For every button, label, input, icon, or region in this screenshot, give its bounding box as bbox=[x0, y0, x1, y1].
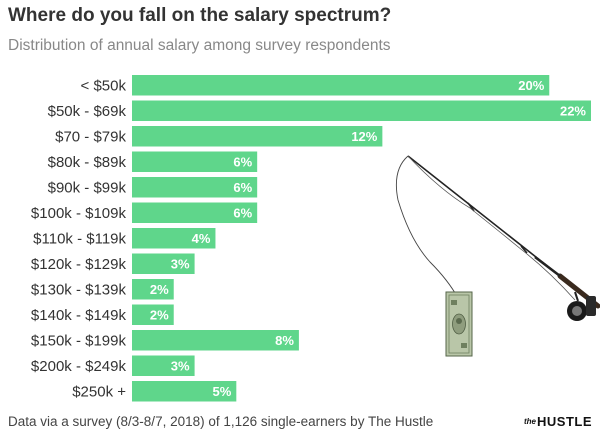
category-label: $100k - $109k bbox=[31, 205, 127, 222]
bar-value-label: 12% bbox=[351, 129, 377, 144]
bar bbox=[132, 228, 216, 249]
bar bbox=[132, 279, 174, 300]
bar bbox=[132, 202, 258, 223]
bar-value-label: 3% bbox=[171, 358, 190, 373]
category-label: $140k - $149k bbox=[31, 307, 127, 324]
brand-name: HUSTLE bbox=[537, 414, 592, 429]
bar-value-label: 22% bbox=[560, 103, 586, 118]
chart-title: Where do you fall on the salary spectrum… bbox=[8, 5, 392, 26]
bar-value-label: 20% bbox=[518, 78, 544, 93]
brand-the: the bbox=[524, 417, 536, 426]
bar bbox=[132, 330, 299, 351]
bar-value-label: 2% bbox=[150, 307, 169, 322]
category-label: $70 - $79k bbox=[55, 128, 126, 145]
category-label: $110k - $119k bbox=[33, 230, 126, 247]
bar bbox=[132, 253, 195, 274]
category-label: $80k - $89k bbox=[48, 154, 127, 171]
bar bbox=[132, 355, 195, 376]
category-label: $200k - $249k bbox=[31, 358, 127, 375]
bar bbox=[132, 304, 174, 325]
bar-value-label: 8% bbox=[275, 333, 294, 348]
category-label: $150k - $199k bbox=[31, 332, 127, 349]
category-label: $90k - $99k bbox=[48, 179, 127, 196]
bar-value-label: 6% bbox=[233, 205, 252, 220]
bar-value-label: 4% bbox=[192, 231, 211, 246]
bar bbox=[132, 151, 258, 172]
bar bbox=[132, 100, 591, 121]
bar-value-label: 2% bbox=[150, 282, 169, 297]
category-label: < $50k bbox=[81, 77, 127, 94]
bar bbox=[132, 177, 258, 198]
category-label: $50k - $69k bbox=[48, 103, 127, 120]
source-note: Data via a survey (8/3-8/7, 2018) of 1,1… bbox=[8, 414, 434, 429]
brand-logo: theHUSTLE bbox=[524, 414, 592, 429]
category-label: $130k - $139k bbox=[31, 281, 127, 298]
bar-value-label: 6% bbox=[233, 180, 252, 195]
chart-subtitle: Distribution of annual salary among surv… bbox=[8, 37, 391, 54]
bar bbox=[132, 381, 237, 402]
bar-value-label: 5% bbox=[213, 384, 232, 399]
category-label: $120k - $129k bbox=[31, 256, 127, 273]
bar-value-label: 6% bbox=[233, 154, 252, 169]
bar-value-label: 3% bbox=[171, 256, 190, 271]
bar bbox=[132, 126, 383, 147]
category-label: $250k + bbox=[72, 383, 126, 400]
bar bbox=[132, 75, 550, 96]
